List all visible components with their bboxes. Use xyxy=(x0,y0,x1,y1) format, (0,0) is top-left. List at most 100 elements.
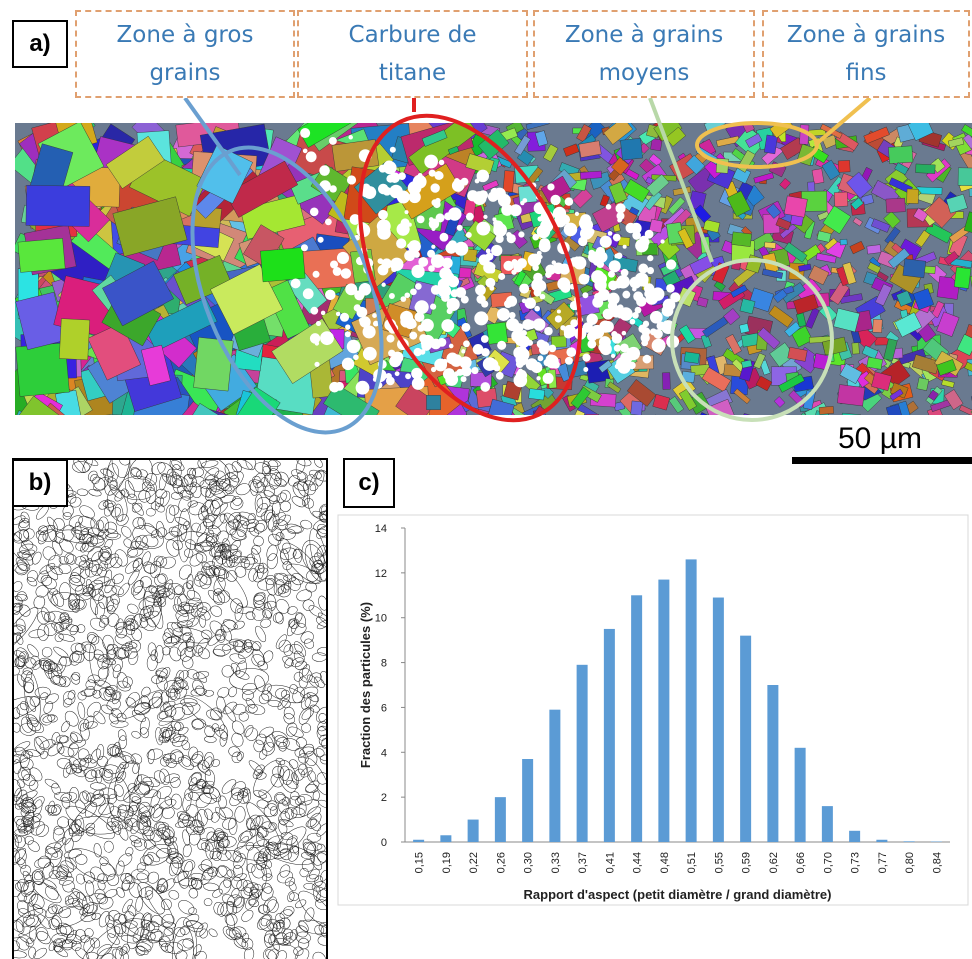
zone-label: Zone à grains fins xyxy=(762,10,970,98)
grain-outline xyxy=(116,680,131,692)
carbide xyxy=(300,244,308,252)
grain-outline xyxy=(316,544,326,557)
grain xyxy=(915,163,936,174)
grain-outline xyxy=(178,564,192,580)
grain-outline xyxy=(236,751,244,761)
grain-outline xyxy=(188,877,198,890)
grain xyxy=(805,307,820,329)
carbide xyxy=(588,249,595,257)
grain-outline xyxy=(273,919,285,929)
grain-outline xyxy=(205,471,244,502)
grain-outline xyxy=(47,516,59,532)
carbide xyxy=(520,200,525,206)
carbide xyxy=(340,268,352,279)
carbide xyxy=(377,228,382,233)
x-tick-label: 0,84 xyxy=(931,852,943,873)
bar xyxy=(903,841,915,842)
grain-outline xyxy=(297,938,310,950)
grain-outline xyxy=(201,629,213,640)
grain-outline xyxy=(136,872,149,883)
grain-outline xyxy=(128,651,139,666)
carbide xyxy=(472,344,484,355)
grain-outline xyxy=(258,693,270,705)
annotations xyxy=(183,96,872,435)
grain-outline xyxy=(309,483,319,492)
grain-outline xyxy=(162,632,173,645)
grain xyxy=(102,260,174,327)
carbide xyxy=(388,292,395,299)
grain-outline xyxy=(178,670,189,680)
grain-outline xyxy=(156,878,169,893)
grain xyxy=(953,266,972,289)
grain-outline xyxy=(295,899,307,909)
grain-outline xyxy=(45,661,57,671)
grain-outline xyxy=(232,640,245,653)
grain xyxy=(779,177,791,190)
grain xyxy=(297,123,359,148)
grain-outline xyxy=(14,625,23,635)
grain-outline xyxy=(84,754,93,764)
grain-outline xyxy=(14,940,20,952)
carbide xyxy=(385,376,395,386)
grain-outline xyxy=(18,529,30,543)
grain-outline xyxy=(203,518,214,530)
grain-outline xyxy=(14,657,25,669)
grain-outline xyxy=(98,548,112,565)
grain-outline xyxy=(91,912,101,920)
grain-outline xyxy=(32,869,45,885)
grain xyxy=(578,140,602,158)
grain-outline xyxy=(288,726,304,738)
grain-outline xyxy=(117,824,129,841)
grain-outline xyxy=(20,758,34,771)
grain-outline xyxy=(264,505,274,523)
carbide xyxy=(400,315,413,328)
grain-outline xyxy=(93,711,106,725)
bar xyxy=(494,797,506,842)
grain xyxy=(59,318,90,361)
carbide xyxy=(336,251,350,264)
grain-outline xyxy=(162,753,172,761)
carbide xyxy=(633,291,644,302)
grain-outline xyxy=(23,773,36,787)
grain-outline xyxy=(243,882,259,896)
carbide xyxy=(543,359,551,367)
grain-outline xyxy=(236,835,249,850)
grain-outline xyxy=(174,516,190,526)
grain-outline xyxy=(203,882,220,891)
grain-outline xyxy=(14,631,21,644)
connector xyxy=(183,96,242,177)
carbide xyxy=(335,311,341,317)
grain-outline xyxy=(163,752,177,764)
grain-outline xyxy=(128,801,139,812)
grain-outline xyxy=(92,689,102,699)
grain-outline xyxy=(26,570,38,583)
grain-outline xyxy=(253,523,265,534)
carbide xyxy=(616,275,630,289)
grain-outline xyxy=(318,612,326,625)
grain-outline xyxy=(68,574,85,586)
grain-outline xyxy=(23,681,34,694)
grain xyxy=(775,217,792,231)
grain-outline xyxy=(241,557,258,565)
grain-outline xyxy=(62,524,75,542)
grain-outline xyxy=(157,823,171,840)
grain-outline xyxy=(50,592,87,612)
grain-outline xyxy=(282,769,294,786)
x-tick-label: 0,44 xyxy=(632,852,644,873)
grain-outline xyxy=(218,568,226,582)
grain xyxy=(755,375,773,392)
grain-outline xyxy=(293,946,304,956)
grain-outline xyxy=(312,951,326,959)
grain-outline xyxy=(312,510,326,521)
grain-outline xyxy=(305,784,319,793)
x-tick-label: 0,22 xyxy=(468,852,480,873)
grain-outline xyxy=(15,789,28,807)
carbide xyxy=(476,221,491,236)
grain-outline xyxy=(289,643,303,655)
grain-outline xyxy=(180,859,196,872)
grain-outline xyxy=(119,946,128,956)
bar xyxy=(658,579,670,842)
carbide xyxy=(595,329,602,337)
grain-outline xyxy=(111,817,129,830)
